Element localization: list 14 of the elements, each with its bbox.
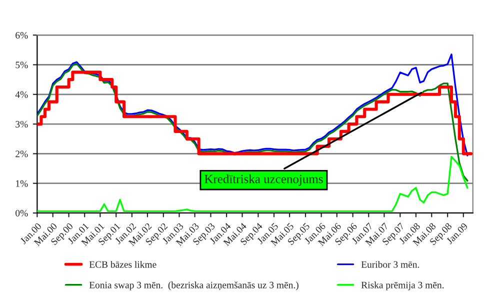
- line-series: [37, 54, 468, 156]
- y-tick-label: 6%: [16, 32, 28, 39]
- annotation: Kredītriska uzcenojums: [204, 174, 323, 186]
- legend-label: Euribor 3 mēn.: [361, 260, 420, 268]
- legend-label: ECB bāzes likme: [89, 260, 156, 268]
- legend-label: Eonia swap 3 mēn. (bezriska aizņemšanās uz 3 mēn.): [89, 281, 298, 290]
- y-tick-label: 5%: [16, 62, 28, 68]
- y-tick-label: 4%: [15, 91, 28, 98]
- y-tick-label: 0%: [16, 210, 28, 216]
- line-series: [37, 156, 468, 212]
- y-tick-label: 3%: [16, 120, 28, 128]
- y-tick-label: 2%: [16, 150, 28, 158]
- legend-label: Riska prēmija 3 mēn.: [361, 281, 444, 290]
- y-tick-label: 1%: [16, 180, 28, 187]
